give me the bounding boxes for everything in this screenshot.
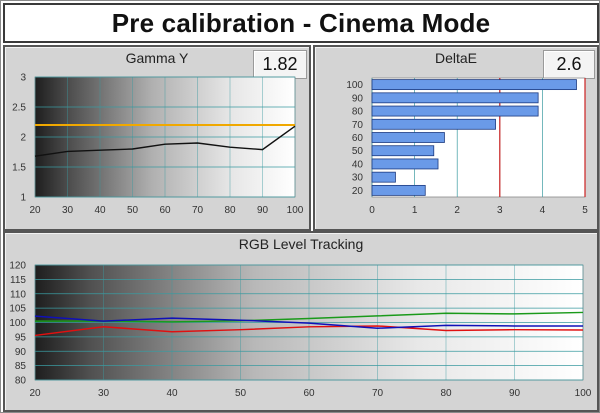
rgb-series-green-line	[35, 311, 584, 323]
gamma-y-tick: 2	[20, 133, 26, 144]
deltae-bar	[371, 171, 396, 183]
gamma-x-tick: 60	[159, 205, 171, 216]
deltae-category-label: 70	[352, 120, 364, 131]
rgb-x-tick: 50	[235, 388, 247, 399]
deltae-bar	[371, 132, 445, 143]
deltae-value-box: 2.6	[543, 50, 595, 79]
deltae-x-tick: 2	[454, 205, 460, 216]
deltae-category-label: 90	[352, 93, 364, 104]
deltae-x-tick: 0	[369, 205, 375, 216]
rgb-series-blue-line	[34, 315, 583, 330]
deltae-bar	[371, 145, 435, 157]
rgb-y-tick: 100	[9, 318, 26, 329]
title-bar: Pre calibration - Cinema Mode	[3, 3, 599, 43]
deltae-category-label: 50	[352, 146, 364, 157]
deltae-category-label: 40	[352, 159, 364, 170]
rgb-y-tick: 90	[15, 347, 27, 358]
rgb-x-tick: 100	[575, 388, 592, 399]
gamma-x-tick: 80	[224, 205, 236, 216]
gamma-x-tick: 70	[192, 205, 204, 216]
deltae-bar	[371, 118, 496, 130]
rgb-x-tick: 20	[29, 388, 41, 399]
deltae-bar	[371, 79, 577, 91]
rgb-series-red-line	[34, 325, 584, 337]
deltae-bar	[371, 92, 539, 104]
rgb-x-tick: 40	[166, 388, 178, 399]
page-title: Pre calibration - Cinema Mode	[111, 7, 491, 38]
gamma-x-tick: 40	[94, 205, 106, 216]
deltae-category-label: 60	[352, 133, 364, 144]
deltae-bar	[371, 158, 439, 170]
gamma-y-tick: 1	[20, 193, 26, 204]
gamma-series-line	[34, 125, 296, 157]
gamma-y-tick: 3	[20, 73, 26, 84]
rgb-x-tick: 30	[98, 388, 110, 399]
gamma-chart-title: Gamma Y	[125, 50, 189, 66]
rgb-y-tick: 85	[15, 361, 27, 372]
rgb-x-tick: 70	[372, 388, 384, 399]
deltae-chart-title: DeltaE	[434, 50, 478, 66]
deltae-x-tick: 5	[582, 205, 588, 216]
deltae-category-label: 80	[352, 107, 364, 118]
deltae-category-label: 30	[352, 173, 364, 184]
gamma-x-tick: 30	[62, 205, 74, 216]
gamma-value-box: 1.82	[253, 50, 307, 79]
rgb-x-tick: 60	[303, 388, 315, 399]
rgb-x-tick: 90	[509, 388, 521, 399]
rgb-y-tick: 120	[9, 261, 26, 272]
rgb-y-tick: 115	[10, 275, 26, 286]
rgb-y-tick: 95	[15, 332, 27, 343]
gamma-x-tick: 50	[127, 205, 139, 216]
rgb-y-tick: 105	[9, 304, 26, 315]
gamma-x-tick: 90	[257, 205, 269, 216]
deltae-bar	[371, 184, 426, 196]
deltae-x-tick: 1	[412, 205, 418, 216]
deltae-x-tick: 3	[497, 205, 503, 216]
deltae-bar	[371, 105, 539, 117]
gamma-x-tick: 20	[29, 205, 41, 216]
deltae-x-tick: 4	[540, 205, 546, 216]
rgb-x-tick: 80	[440, 388, 452, 399]
deltae-category-label: 20	[352, 186, 364, 197]
gamma-y-tick: 2.5	[12, 103, 26, 114]
gamma-y-tick: 1.5	[12, 163, 26, 174]
rgb-y-tick: 110	[10, 289, 26, 300]
rgb-chart-title: RGB Level Tracking	[238, 236, 364, 252]
gamma-x-tick: 100	[287, 205, 304, 216]
rgb-y-tick: 80	[15, 376, 27, 387]
deltae-category-label: 100	[346, 80, 363, 91]
